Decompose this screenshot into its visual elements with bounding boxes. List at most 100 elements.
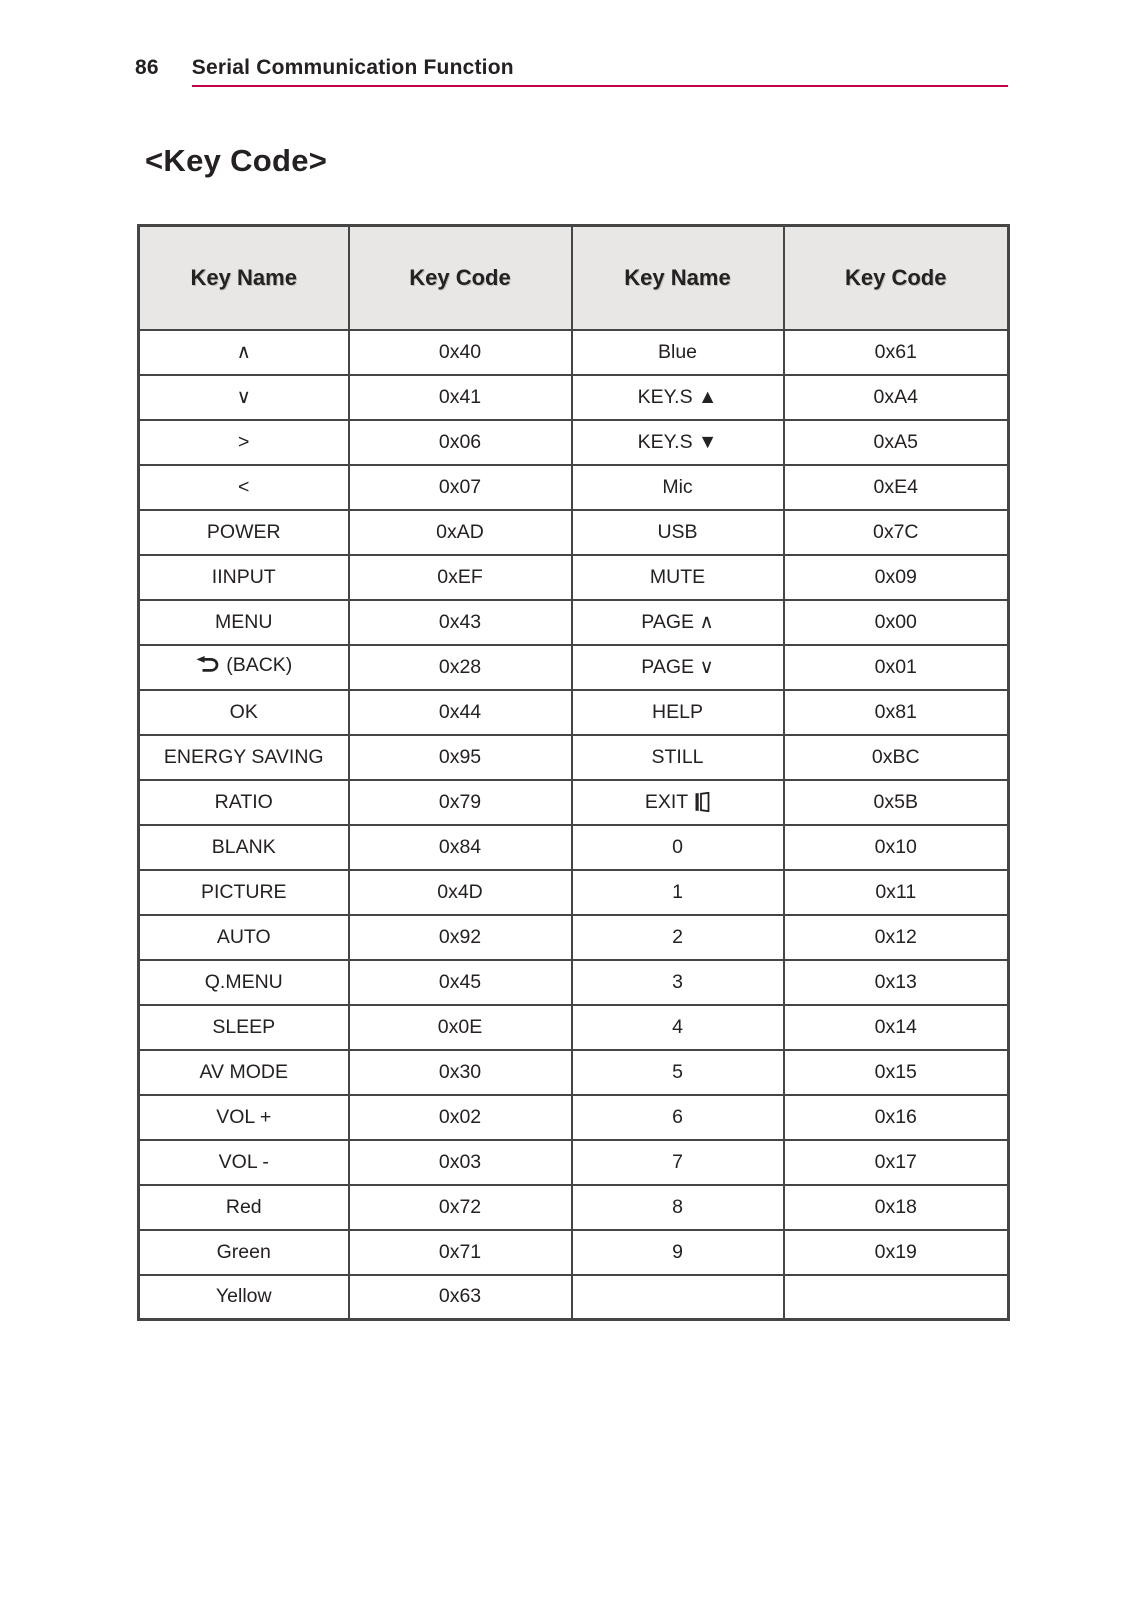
cell-content: 0xBC <box>872 746 920 769</box>
key-code-text: 0x7C <box>872 520 919 543</box>
key-code-text: 0xE4 <box>873 475 918 498</box>
column-header: Key Name <box>137 224 350 331</box>
cell-content: 0x01 <box>875 656 917 679</box>
key-code-cell: 0x72 <box>347 1183 573 1231</box>
key-name-text: Blue <box>657 340 698 363</box>
key-code-text: 0x41 <box>438 385 482 408</box>
key-code-cell: 0xA5 <box>782 418 1010 466</box>
key-code-text: 0xA5 <box>873 430 918 453</box>
cell-content: OK <box>230 701 258 724</box>
key-name-text: POWER <box>206 520 281 543</box>
cell-content: 0x15 <box>875 1061 917 1084</box>
exit-door-icon <box>695 792 710 812</box>
key-code-text: 0x11 <box>875 880 917 903</box>
key-name-cell: Q.MENU <box>137 958 350 1006</box>
key-name-cell: STILL <box>570 733 785 781</box>
cell-content: STILL <box>651 746 703 769</box>
key-name-cell: AV MODE <box>137 1048 350 1096</box>
key-name-cell: POWER <box>137 508 350 556</box>
key-code-cell: 0x16 <box>782 1093 1010 1141</box>
cell-content: 0xEF <box>437 566 483 589</box>
key-code-cell: 0x01 <box>782 643 1010 691</box>
cell-content: 0x45 <box>439 971 481 994</box>
key-code-text: 0x30 <box>438 1060 482 1083</box>
cell-content: 0x16 <box>875 1106 917 1129</box>
key-code-cell: 0x63 <box>347 1273 573 1321</box>
key-code-text: 0x13 <box>874 970 917 993</box>
key-name-text: 9 <box>672 1240 683 1263</box>
cell-content: 0x81 <box>875 701 917 724</box>
key-name-text: ENERGY SAVING <box>163 745 324 768</box>
key-name-text: ∧ <box>236 341 251 363</box>
cell-content: 0x12 <box>875 926 917 949</box>
cell-content: VOL - <box>219 1151 269 1174</box>
cell-content: 8 <box>672 1196 683 1219</box>
key-name-text: PAGE ∨ <box>641 656 714 678</box>
key-name-text: MUTE <box>649 565 706 588</box>
key-name-cell: Mic <box>570 463 785 511</box>
cell-content: 4 <box>672 1016 683 1039</box>
cell-content: 0x92 <box>439 926 481 949</box>
cell-content: 0 <box>672 836 683 859</box>
key-name-cell: 3 <box>570 958 785 1006</box>
column-header: Key Code <box>782 224 1010 331</box>
cell-content: 7 <box>672 1151 683 1174</box>
cell-content: 0x17 <box>875 1151 917 1174</box>
key-name-cell <box>570 1273 785 1321</box>
key-name-cell: 9 <box>570 1228 785 1276</box>
cell-content: 0xA4 <box>874 386 918 409</box>
cell-content: MENU <box>215 611 272 634</box>
table-row: IINPUT 0xEF MUTE 0x09 <box>137 553 1010 601</box>
key-name-text: ∨ <box>236 386 251 408</box>
cell-content: 0x41 <box>439 386 481 409</box>
key-code-text: 0x18 <box>874 1195 917 1218</box>
table-row: Green 0x71 9 0x19 <box>137 1228 1010 1276</box>
cell-content: 0x00 <box>875 611 917 634</box>
cell-content: 2 <box>672 926 683 949</box>
key-code-cell: 0x14 <box>782 1003 1010 1051</box>
cell-content: Green <box>217 1241 271 1264</box>
key-code-text: 0x15 <box>874 1060 917 1083</box>
key-name-cell: Red <box>137 1183 350 1231</box>
cell-content: 0x40 <box>439 341 481 364</box>
key-name-text: IINPUT <box>211 565 276 588</box>
key-code-cell: 0x5B <box>782 778 1010 826</box>
key-name-cell: 5 <box>570 1048 785 1096</box>
key-code-cell: 0x19 <box>782 1228 1010 1276</box>
key-code-cell: 0x09 <box>782 553 1010 601</box>
key-code-text: 0x79 <box>438 790 482 813</box>
key-code-text: 0x06 <box>438 430 482 453</box>
key-code-cell: 0x40 <box>347 328 573 376</box>
key-code-cell: 0x61 <box>782 328 1010 376</box>
key-code-cell: 0x44 <box>347 688 573 736</box>
key-name-cell: KEY.S ▼ <box>570 418 785 466</box>
key-code-text: 0x43 <box>438 610 482 633</box>
cell-content: 0xAD <box>436 521 484 544</box>
key-name-text: 5 <box>672 1060 683 1083</box>
key-name-cell: (BACK) <box>137 643 350 691</box>
cell-content: Q.MENU <box>205 971 283 994</box>
cell-content: 0x09 <box>875 566 917 589</box>
key-name-text: 2 <box>672 925 683 948</box>
key-code-text: 0xBC <box>871 745 920 768</box>
cell-content: Mic <box>662 476 692 499</box>
key-code-text: 0x09 <box>874 565 917 588</box>
key-name-cell: MENU <box>137 598 350 646</box>
key-name-cell: Green <box>137 1228 350 1276</box>
key-name-text: 3 <box>672 970 683 993</box>
cell-content: 0x14 <box>875 1016 917 1039</box>
key-code-cell: 0x84 <box>347 823 573 871</box>
key-code-text: 0x92 <box>438 925 482 948</box>
cell-content: 0x13 <box>875 971 917 994</box>
key-name-cell: VOL + <box>137 1093 350 1141</box>
cell-content: 0x7C <box>873 521 919 544</box>
key-code-table: Key Name Key Code Key Name Key Code ∧ 0x40 Bl… <box>137 224 1010 1321</box>
key-name-cell: ∧ <box>137 328 350 376</box>
key-code-text: 0x28 <box>438 655 482 678</box>
key-code-cell: 0x71 <box>347 1228 573 1276</box>
key-name-text: Green <box>216 1240 271 1263</box>
cell-content: IINPUT <box>212 566 276 589</box>
table-row: ∧ 0x40 Blue 0x61 <box>137 328 1010 376</box>
key-name-cell: KEY.S ▲ <box>570 373 785 421</box>
cell-content: PAGE ∧ <box>641 610 713 634</box>
